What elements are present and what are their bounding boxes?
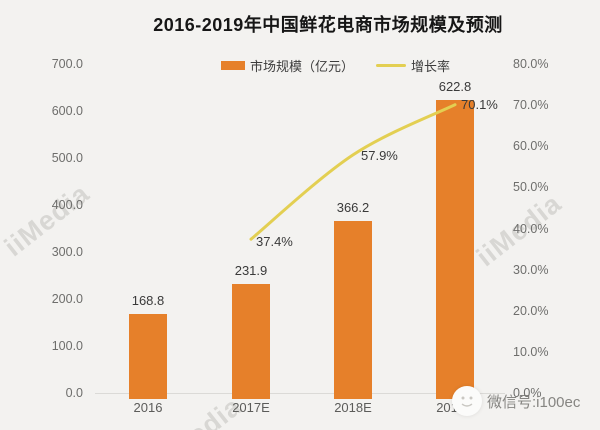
bar-value-label: 168.8 [131,292,165,308]
y-axis-tick-right: 50.0% [513,180,549,195]
bar-2017E [232,284,270,399]
x-axis-label: 2018E [334,400,372,415]
wechat-id-text: 微信号:i100ec [487,393,581,411]
y-axis-tick-left: 500.0 [51,151,83,165]
y-axis-tick-left: 100.0 [51,339,83,353]
y-axis-tick-left: 300.0 [51,245,83,259]
bar-value-label: 622.8 [438,79,472,95]
y-axis-tick-left: 600.0 [51,104,83,118]
y-axis-tick-left: 400.0 [51,198,83,212]
growth-point-label: 70.1% [461,96,498,112]
legend: 市场规模（亿元） 增长率 [221,56,450,74]
x-axis-label: 2016 [133,400,163,415]
y-axis-tick-left: 700.0 [51,57,83,71]
y-axis-tick-right: 10.0% [513,344,549,359]
legend-label-market-size: 市场规模（亿元） [250,58,355,74]
y-axis-tick-right: 80.0% [513,57,549,71]
y-axis-tick-right: 40.0% [513,221,549,236]
y-axis-tick-left: 200.0 [51,292,83,306]
legend-item-growth-rate: 增长率 [376,56,450,75]
y-axis-tick-right: 60.0% [513,139,549,154]
y-axis-tick-left: 0.0 [65,386,83,400]
x-axis-line [95,393,505,394]
100ec-logo-icon [452,386,482,416]
bar-series-swatch-icon [221,60,245,70]
bar-value-label: 231.9 [234,263,268,278]
y-axis-tick-right: 20.0% [513,303,549,318]
y-axis-tick-right: 30.0% [513,262,549,277]
y-axis-tick-right: 0.0% [513,386,542,400]
x-axis-label: 2017E [232,400,270,415]
bar-2018E [334,220,372,399]
line-series-swatch-icon [376,63,407,67]
legend-item-market-size: 市场规模（亿元） [221,56,354,75]
growth-point-label: 57.9% [361,147,398,163]
growth-point-label: 37.4% [256,234,293,250]
chart-title: 2016-2019年中国鲜花电商市场规模及预测 [153,15,503,35]
bar-value-label: 366.2 [336,199,370,215]
bar-2019E [436,100,474,399]
legend-label-growth-rate: 增长率 [411,58,451,74]
y-axis-tick-right: 70.0% [513,98,549,113]
bar-2016 [129,313,167,399]
wechat-badge: 微信号:i100ec [452,386,580,416]
